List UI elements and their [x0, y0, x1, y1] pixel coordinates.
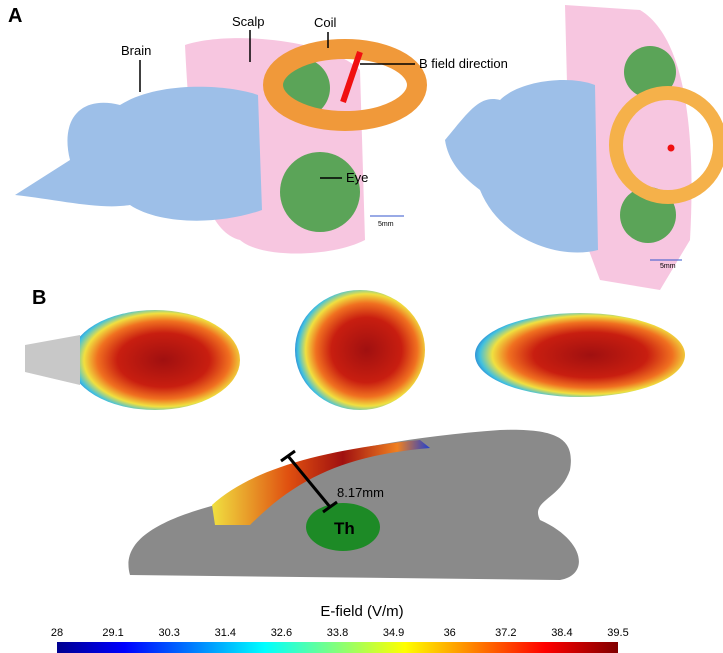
scale-label: 5mm — [378, 221, 394, 228]
annotation: Brain — [121, 43, 151, 58]
colorbar-tick-label: 32.6 — [271, 627, 292, 639]
distance-marker — [281, 451, 295, 461]
colorbar — [57, 642, 618, 653]
figure: A Brain Scalp Coil B field direction Eye… — [0, 0, 723, 653]
colorbar-title: E-field (V/m) — [320, 603, 403, 620]
colorbar-tick-label: 37.2 — [495, 627, 516, 639]
brain-map — [70, 310, 240, 410]
eye-shape — [280, 152, 360, 232]
panel-label: B — [32, 287, 46, 309]
annotation: Scalp — [232, 14, 265, 29]
colorbar-tick-label: 39.5 — [607, 627, 628, 639]
annotation: B field direction — [419, 56, 508, 71]
panel-label: A — [8, 5, 22, 27]
field-arrow — [668, 145, 675, 152]
brain-shape — [15, 87, 262, 221]
colorbar-tick-label: 38.4 — [551, 627, 572, 639]
brain-map — [295, 290, 425, 410]
scale-label: 5mm — [660, 263, 676, 270]
annotation: Eye — [346, 170, 368, 185]
colorbar-ticks: 28 29.1 30.3 31.4 32.6 33.8 34.9 36 37.2 38.4 39.5 — [51, 627, 629, 639]
colorbar-tick-label: 28 — [51, 627, 63, 639]
colorbar-tick-label: 31.4 — [215, 627, 236, 639]
distance-label: 8.17mm — [337, 485, 384, 500]
colorbar-tick-label: 36 — [444, 627, 456, 639]
colorbar-tick-label: 34.9 — [383, 627, 404, 639]
annotation: Coil — [314, 15, 337, 30]
colorbar-tick-label: 30.3 — [158, 627, 179, 639]
colorbar-tick-label: 33.8 — [327, 627, 348, 639]
region-label: Th — [334, 519, 355, 538]
brain-map — [25, 335, 80, 385]
brain-map — [475, 313, 685, 397]
brain-shape — [445, 80, 598, 253]
colorbar-tick-label: 29.1 — [102, 627, 123, 639]
